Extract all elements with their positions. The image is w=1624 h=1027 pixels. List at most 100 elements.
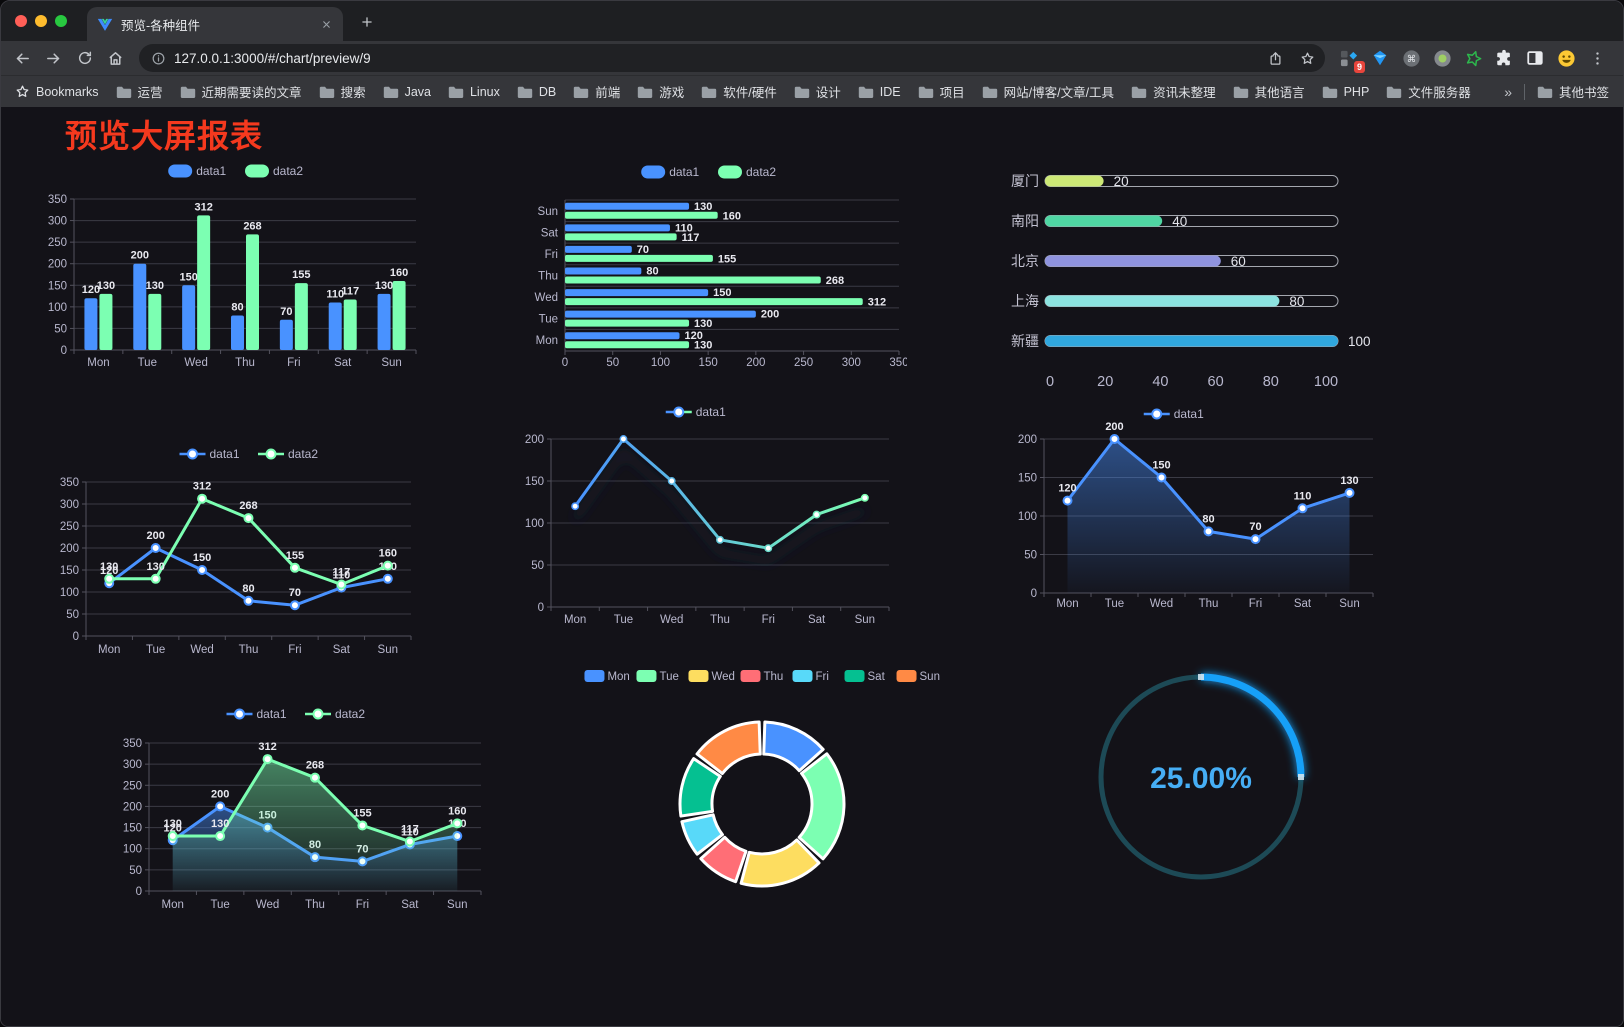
new-tab-button[interactable]	[353, 8, 381, 36]
legend-item-Fri[interactable]: Fri	[792, 670, 829, 683]
donut-segment-Sat[interactable]	[678, 757, 722, 818]
reader-extension-icon[interactable]	[1525, 48, 1545, 68]
menu-icon[interactable]	[1587, 48, 1607, 68]
bookmark-folder[interactable]: DB	[517, 82, 556, 101]
bookmark-folder[interactable]: 资讯未整理	[1131, 82, 1216, 101]
svg-text:Thu: Thu	[235, 357, 255, 369]
legend-item-data2[interactable]: data2	[258, 447, 318, 461]
browser-tab[interactable]: 预览-各种组件	[87, 7, 343, 41]
svg-text:新疆: 新疆	[1011, 333, 1039, 349]
other-bookmarks-folder[interactable]: 其他书签	[1537, 82, 1609, 101]
address-bar[interactable]: 127.0.0.1:3000/#/chart/preview/9	[139, 44, 1325, 72]
svg-text:北京: 北京	[1011, 253, 1039, 269]
extension-badge: 9	[1353, 61, 1365, 73]
svg-text:0: 0	[1031, 588, 1037, 600]
svg-text:200: 200	[48, 259, 67, 271]
bookmark-star-icon[interactable]	[1295, 46, 1319, 70]
home-button[interactable]	[102, 45, 129, 72]
legend-item-data1[interactable]: data1	[168, 164, 227, 178]
forward-button[interactable]	[40, 45, 67, 72]
svg-text:150: 150	[1152, 460, 1170, 472]
bookmark-folder[interactable]: Java	[383, 82, 431, 101]
dot-extension-icon[interactable]	[1432, 48, 1452, 68]
bookmarks-root[interactable]: Bookmarks	[15, 84, 99, 99]
share-icon[interactable]	[1263, 46, 1287, 70]
tab-close-icon[interactable]	[317, 15, 335, 33]
window-zoom-button[interactable]	[55, 15, 67, 27]
legend-item-Wed[interactable]: Wed	[688, 670, 735, 683]
bookmark-label: Linux	[469, 84, 500, 99]
gradient-line-chart: data1 0 50 100 150 200 Mon Tue Wed Thu Fri Sat Sun	[519, 397, 895, 631]
legend-item-data1[interactable]: data1	[226, 707, 287, 721]
legend-item-Sun[interactable]: Sun	[896, 670, 940, 683]
bookmark-folder[interactable]: 运营	[116, 82, 163, 101]
svg-text:data1: data1	[669, 165, 699, 179]
svg-text:Thu: Thu	[239, 644, 259, 656]
bookmark-folder[interactable]: 设计	[794, 82, 841, 101]
progress-bar-chart: 厦门 20 南阳 40 北京 60 上海 80 新疆 100 0 20 40 60 80 100	[1001, 156, 1376, 401]
bookmark-folder[interactable]: 前端	[573, 82, 620, 101]
svg-text:155: 155	[292, 269, 310, 281]
star-extension-icon[interactable]	[1463, 48, 1483, 68]
donut-segment-Mon[interactable]	[762, 720, 825, 773]
url-text[interactable]: 127.0.0.1:3000/#/chart/preview/9	[174, 50, 371, 66]
svg-text:120: 120	[100, 565, 118, 577]
svg-text:130: 130	[694, 201, 712, 213]
legend-item-Thu[interactable]: Thu	[740, 670, 783, 683]
command-extension-icon[interactable]: ⌘	[1401, 48, 1421, 68]
svg-text:data2: data2	[288, 447, 318, 461]
svg-text:150: 150	[123, 823, 142, 835]
donut-segment-Fri[interactable]	[680, 813, 724, 856]
bookmark-folder[interactable]: PHP	[1322, 82, 1369, 101]
bookmark-folder[interactable]: 近期需要读的文章	[180, 82, 302, 101]
donut-chart: Mon Tue Wed Thu Fri Sat Sun	[561, 661, 961, 891]
window-minimize-button[interactable]	[35, 15, 47, 27]
bookmark-folder[interactable]: 项目	[918, 82, 965, 101]
bar-horizontal-svg: data1 data2 0 50 100 150 200 250 300 350 Mon Tue Wed…	[535, 165, 909, 369]
bookmark-folder[interactable]: 其他语言	[1233, 82, 1305, 101]
bookmark-folder[interactable]: 游戏	[637, 82, 684, 101]
bookmark-folder[interactable]: 软件/硬件	[701, 82, 777, 101]
donut-segment-Wed[interactable]	[739, 838, 821, 888]
gauge-svg: 25.00%	[1098, 673, 1305, 880]
gem-extension-icon[interactable]	[1370, 48, 1390, 68]
bookmark-label: 设计	[815, 86, 841, 100]
line-series-data1	[571, 435, 869, 553]
legend-item-Tue[interactable]: Tue	[636, 670, 679, 683]
legend-item-data2[interactable]: data2	[305, 707, 365, 721]
bookmark-folder[interactable]: Linux	[448, 82, 500, 101]
bookmark-folder[interactable]: 文件服务器	[1386, 82, 1471, 101]
window-close-button[interactable]	[15, 15, 27, 27]
donut-segment-Sun[interactable]	[695, 720, 762, 776]
site-info-icon[interactable]	[151, 51, 166, 66]
legend-item-data1[interactable]: data1	[179, 447, 240, 461]
svg-text:200: 200	[1105, 421, 1123, 433]
svg-text:南阳: 南阳	[1011, 213, 1039, 229]
svg-text:Sat: Sat	[808, 614, 826, 626]
legend-item-data2[interactable]: data2	[718, 165, 776, 179]
line-gradient-svg: data1 0 50 100 150 200 Mon Tue Wed Thu Fri Sat Sun	[525, 405, 890, 626]
legend-item-Sat[interactable]: Sat	[844, 670, 886, 683]
donut-segment-Tue[interactable]	[797, 752, 846, 861]
svg-text:250: 250	[123, 780, 142, 792]
legend-item-data1[interactable]: data1	[641, 165, 700, 179]
svg-text:117: 117	[332, 567, 350, 579]
legend-item-data2[interactable]: data2	[245, 164, 303, 178]
extension-grid-icon[interactable]: 9	[1339, 48, 1365, 73]
svg-text:110: 110	[1294, 490, 1312, 502]
bookmark-folder[interactable]: 搜索	[319, 82, 366, 101]
legend-item-data1[interactable]: data1	[1143, 407, 1204, 421]
bookmark-folder[interactable]: 网站/博客/文章/工具	[982, 82, 1114, 101]
line-area-svg: data1 0 50 100 150 200 Mon Tue Wed Thu Fri Sat Sun 12…	[1018, 407, 1374, 610]
back-button[interactable]	[9, 45, 36, 72]
emoji-extension-icon[interactable]	[1556, 48, 1576, 68]
bookmark-folder[interactable]: IDE	[858, 82, 901, 101]
bookmark-label: 其他语言	[1254, 86, 1305, 100]
legend-item-Mon[interactable]: Mon	[584, 670, 630, 683]
puzzle-extension-icon[interactable]	[1494, 48, 1514, 68]
donut-segment-Thu[interactable]	[699, 835, 748, 884]
svg-text:data1: data1	[210, 447, 240, 461]
reload-button[interactable]	[71, 45, 98, 72]
legend-item-data1[interactable]: data1	[665, 405, 726, 419]
bookmarks-overflow-chevron[interactable]: »	[1504, 83, 1512, 100]
